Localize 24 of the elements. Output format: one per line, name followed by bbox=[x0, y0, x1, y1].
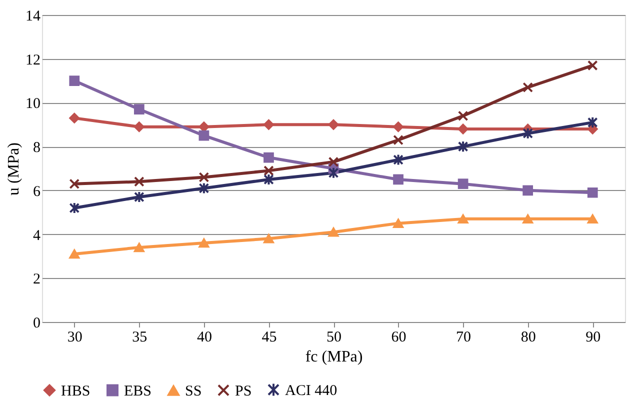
y-tick-label: 10 bbox=[26, 96, 40, 112]
y-tick-label: 4 bbox=[33, 228, 41, 244]
x-tick-label: 35 bbox=[132, 330, 148, 346]
x-tick-label: 40 bbox=[196, 330, 212, 346]
legend-label: SS bbox=[185, 384, 202, 400]
y-tick-label: 12 bbox=[26, 52, 40, 68]
x-tick-label: 30 bbox=[67, 330, 82, 346]
x-axis-title: fc (MPa) bbox=[305, 348, 363, 366]
y-tick-label: 8 bbox=[33, 140, 40, 156]
legend-label: ACI 440 bbox=[285, 382, 338, 399]
x-tick-label: 45 bbox=[262, 330, 277, 346]
y-tick-label: 2 bbox=[33, 272, 40, 288]
y-axis-title: u (MPa) bbox=[6, 142, 22, 196]
legend-label: PS bbox=[235, 383, 252, 400]
legend-label: EBS bbox=[124, 383, 152, 400]
x-tick-label: 90 bbox=[586, 330, 601, 346]
y-tick-label: 14 bbox=[26, 8, 41, 24]
y-tick-label: 6 bbox=[33, 184, 41, 200]
x-tick-label: 60 bbox=[391, 330, 406, 346]
y-tick-label: 0 bbox=[33, 316, 40, 332]
x-tick-label: 70 bbox=[456, 330, 472, 346]
legend-label: HBS bbox=[61, 383, 90, 400]
x-tick-label: 50 bbox=[326, 330, 342, 346]
x-tick-label: 80 bbox=[520, 330, 536, 346]
